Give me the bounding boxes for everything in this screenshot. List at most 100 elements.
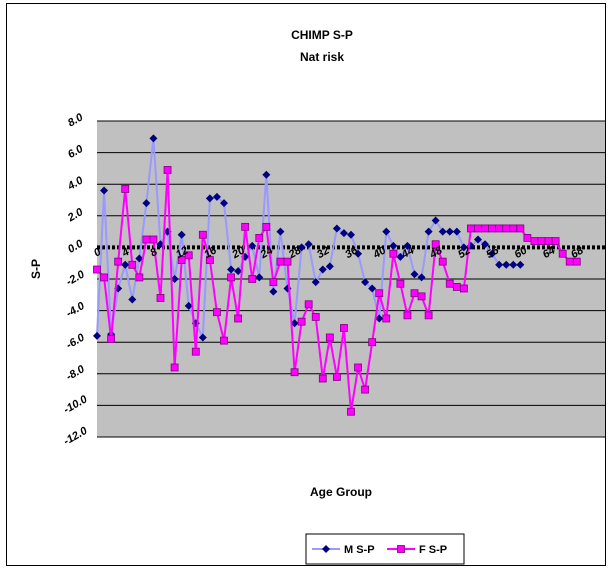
data-point-f xyxy=(382,314,391,323)
chart-frame: CHIMP S-P Nat risk S-P Age Group 8.0 6.0 4… xyxy=(6,3,606,566)
x-tick-label: 32 xyxy=(315,245,332,262)
data-point-f xyxy=(361,385,370,394)
data-point-m xyxy=(474,235,482,244)
y-tick-label: 2.0 xyxy=(65,206,86,225)
data-point-m xyxy=(516,260,525,269)
data-point-m xyxy=(128,295,137,304)
data-point-f xyxy=(227,273,235,282)
y-tick-label: 8.0 xyxy=(66,111,86,129)
data-point-m xyxy=(93,331,101,340)
data-point-f xyxy=(438,257,447,266)
data-point-f xyxy=(262,222,271,231)
y-tick-label: -6.0 xyxy=(64,331,87,351)
data-point-m xyxy=(339,229,348,238)
data-point-f xyxy=(340,324,348,332)
y-tick-label: -4.0 xyxy=(64,300,87,320)
data-point-f xyxy=(544,237,553,245)
data-point-m xyxy=(184,301,193,310)
data-point-m xyxy=(502,260,511,269)
data-point-m xyxy=(121,260,130,269)
data-point-f xyxy=(283,257,292,266)
data-point-f xyxy=(93,265,101,274)
data-point-f xyxy=(213,308,221,317)
data-point-m xyxy=(170,275,179,283)
data-point-f xyxy=(403,311,412,320)
data-point-m xyxy=(255,273,264,282)
y-tick-label: -8.0 xyxy=(64,363,87,383)
chart: CHIMP S-P Nat risk S-P Age Group 8.0 6.0 4… xyxy=(29,28,605,565)
data-point-f xyxy=(325,333,334,342)
data-point-f xyxy=(163,166,172,174)
data-point-m xyxy=(149,134,158,143)
data-point-f xyxy=(431,240,440,249)
data-point-f xyxy=(368,338,377,347)
data-point-m xyxy=(368,284,377,293)
data-point-f xyxy=(424,311,433,320)
data-point-m xyxy=(269,287,278,296)
data-point-m xyxy=(332,224,341,233)
data-point-f xyxy=(495,224,504,233)
data-point-f xyxy=(537,237,546,245)
data-point-m xyxy=(318,265,327,274)
data-point-f xyxy=(248,275,257,283)
data-point-f xyxy=(234,314,243,323)
data-point-f xyxy=(572,257,581,266)
x-tick-label: 52 xyxy=(456,245,473,262)
data-point-f xyxy=(474,224,482,233)
data-point-f xyxy=(558,249,567,258)
chart-subtitle: Nat risk xyxy=(300,50,344,64)
data-point-f xyxy=(332,373,341,381)
legend-label-m: M S-P xyxy=(344,544,375,556)
data-point-f xyxy=(100,273,108,282)
data-point-m xyxy=(354,249,363,258)
data-point-m xyxy=(509,260,518,269)
data-point-m xyxy=(198,333,207,342)
data-point-f xyxy=(410,289,419,298)
data-point-f xyxy=(255,234,264,242)
data-point-f xyxy=(318,374,327,383)
data-point-f xyxy=(156,294,165,302)
data-point-f xyxy=(269,278,278,287)
data-point-m xyxy=(403,241,412,250)
data-point-f xyxy=(142,235,151,244)
data-point-f xyxy=(198,230,207,239)
data-point-m xyxy=(311,278,320,287)
data-point-f xyxy=(177,256,186,264)
data-point-m xyxy=(177,230,186,239)
data-point-m xyxy=(142,199,151,208)
data-point-f xyxy=(114,257,123,266)
data-point-m xyxy=(304,240,313,249)
data-point-m xyxy=(396,252,405,261)
data-point-m xyxy=(410,270,419,279)
data-point-f xyxy=(396,279,405,288)
data-point-m xyxy=(325,262,334,271)
data-point-f xyxy=(304,300,313,309)
data-point-f xyxy=(290,368,299,377)
data-point-f xyxy=(452,282,461,291)
data-point-m xyxy=(438,227,447,236)
data-point-f xyxy=(375,289,384,298)
data-point-f xyxy=(121,185,130,193)
data-point-f xyxy=(170,363,179,372)
data-point-f xyxy=(128,260,137,269)
data-point-f xyxy=(516,224,525,233)
data-point-m xyxy=(220,199,228,208)
data-point-m xyxy=(100,186,109,195)
x-tick-label: 12 xyxy=(174,245,191,262)
data-point-f xyxy=(565,257,574,266)
data-point-f xyxy=(241,222,250,231)
data-point-f xyxy=(467,224,475,233)
data-point-m xyxy=(431,216,440,225)
data-point-f xyxy=(220,336,228,345)
data-point-f xyxy=(389,249,398,258)
data-point-f xyxy=(417,292,426,301)
data-point-f xyxy=(459,284,468,293)
y-tick-label: 0.0 xyxy=(66,237,86,255)
data-point-f xyxy=(551,237,560,245)
data-point-m xyxy=(227,265,236,274)
y-tick-label: 4.0 xyxy=(65,174,86,193)
data-point-f xyxy=(107,335,116,343)
data-point-m xyxy=(212,192,221,201)
data-point-m xyxy=(459,243,468,252)
data-point-f xyxy=(354,363,362,372)
